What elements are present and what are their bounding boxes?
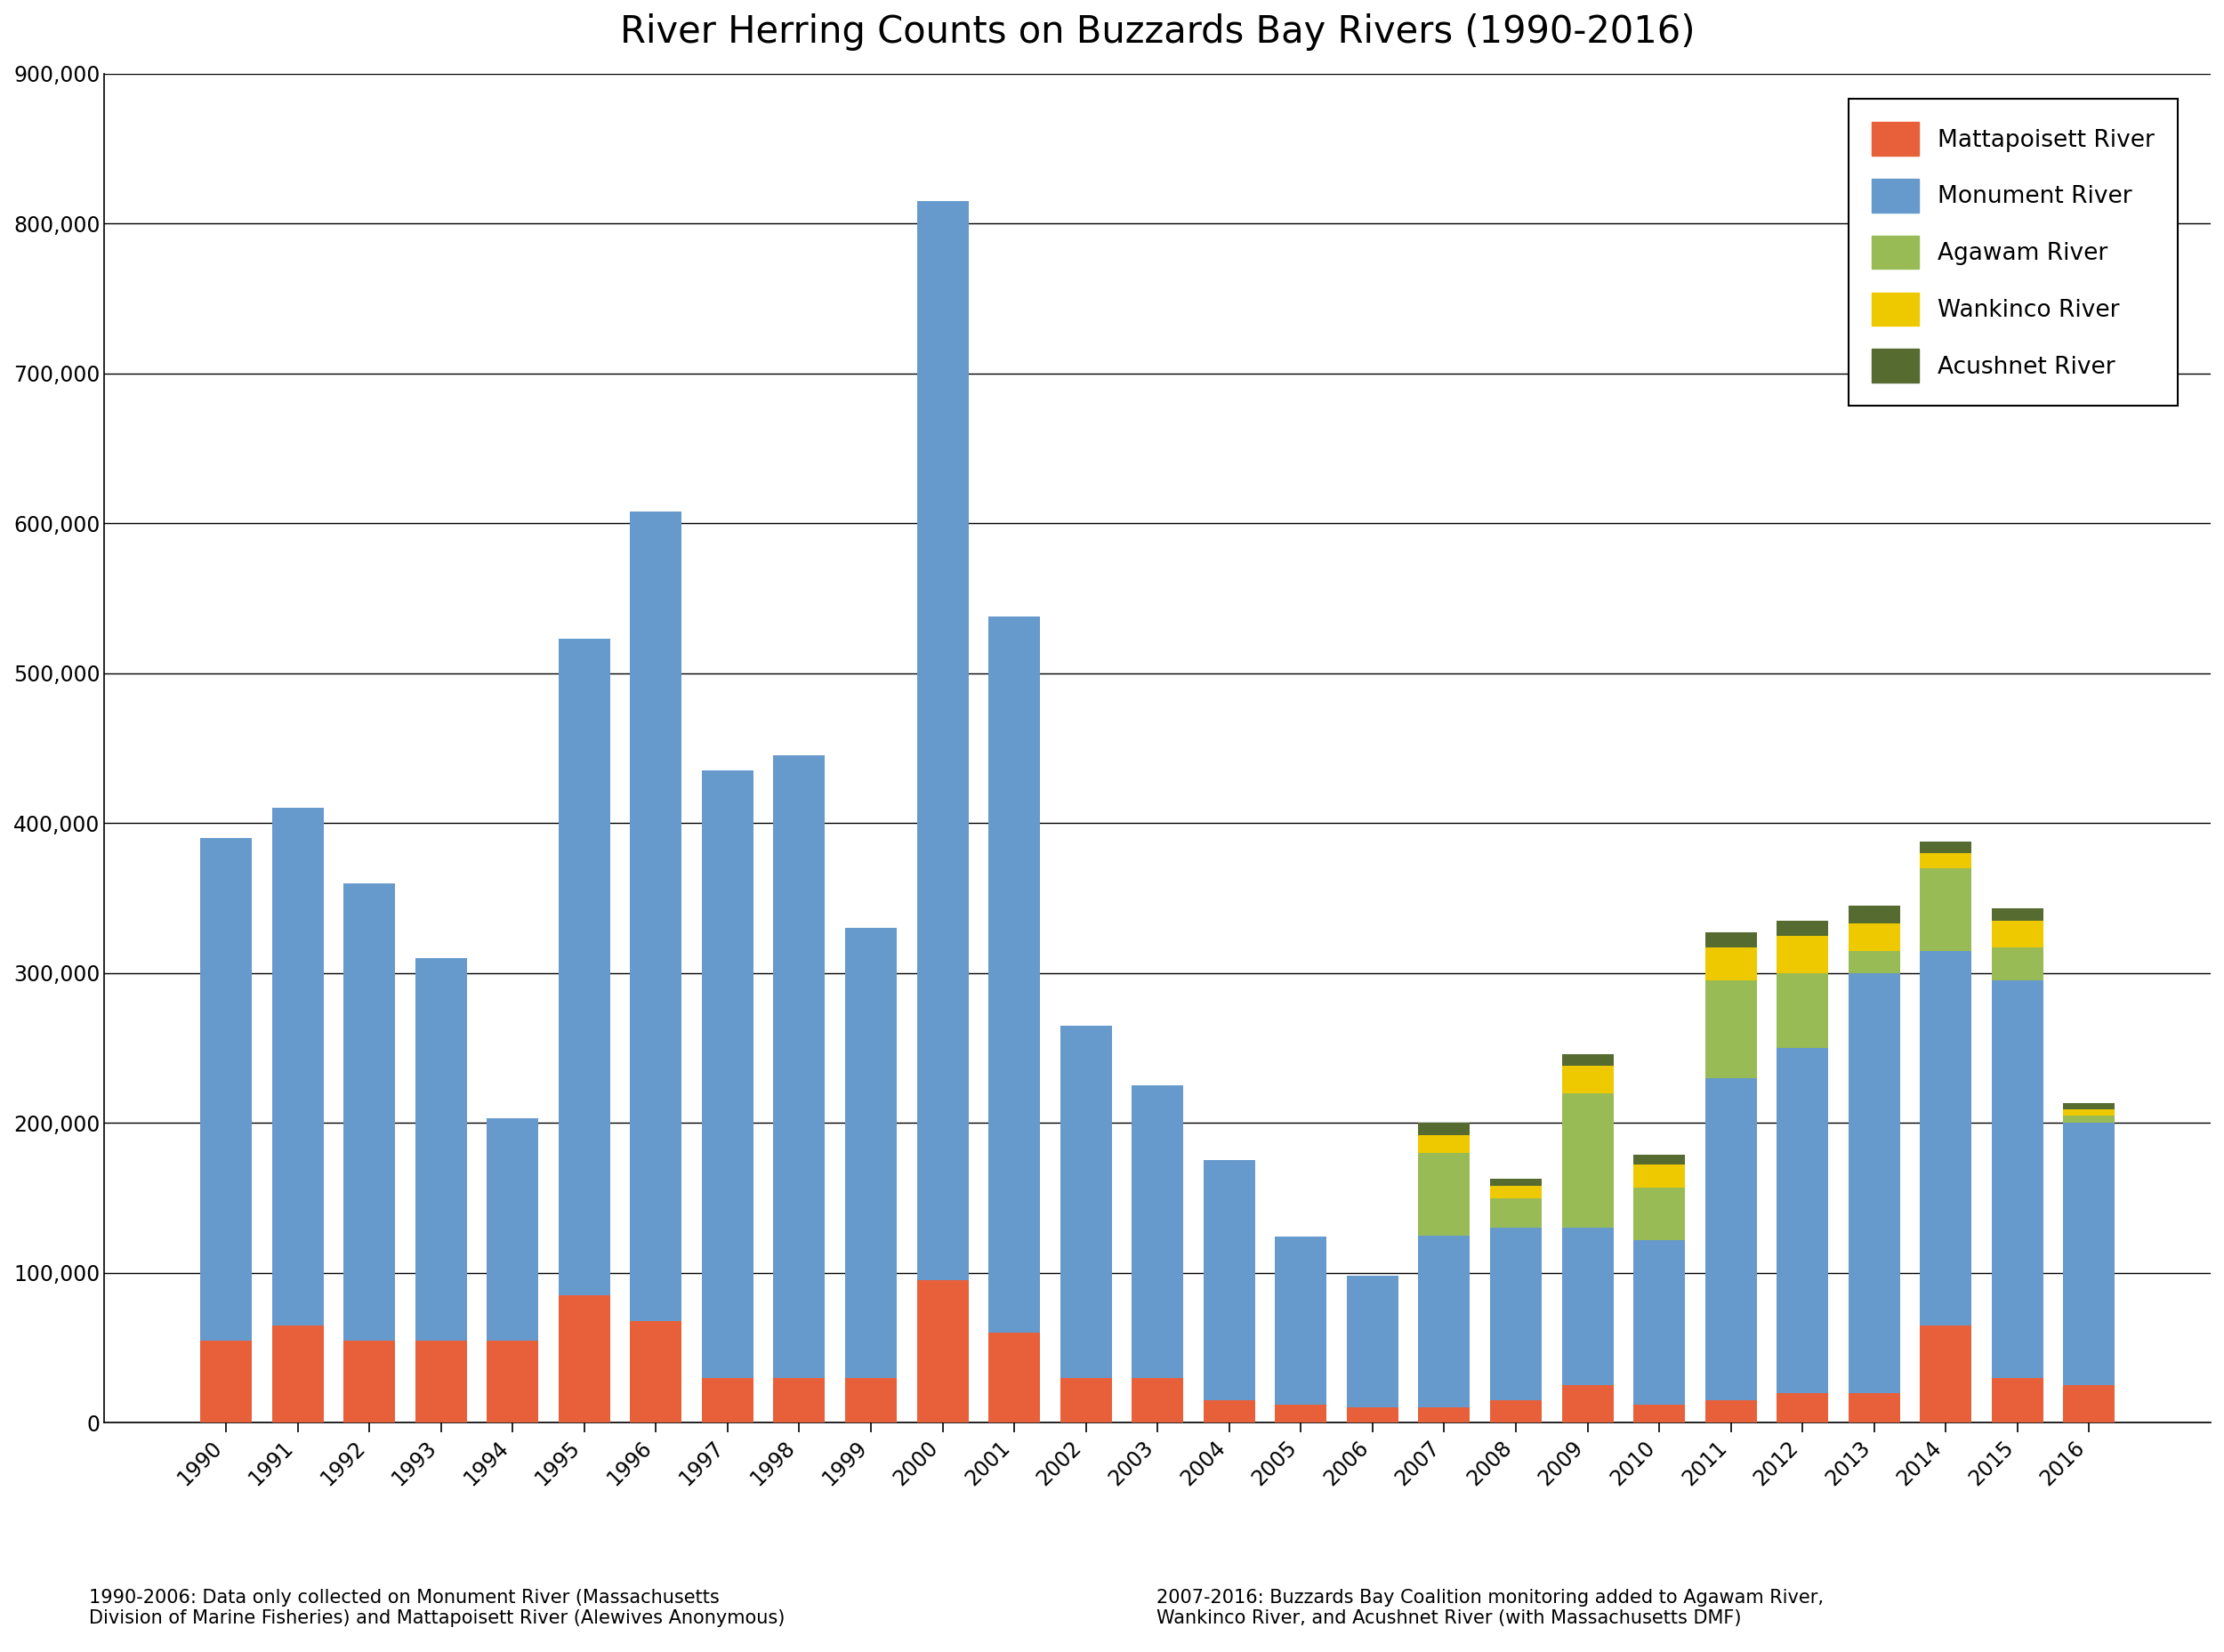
Bar	[1993, 909, 2044, 920]
Bar	[200, 1340, 251, 1422]
Bar	[1561, 1386, 1612, 1422]
Bar	[987, 616, 1041, 1333]
Bar	[1706, 1079, 1757, 1401]
Bar	[1848, 973, 1899, 1393]
Bar	[1993, 1378, 2044, 1422]
Bar	[1132, 1085, 1183, 1378]
Bar	[1632, 1165, 1686, 1188]
Bar	[342, 1340, 396, 1422]
Bar	[1919, 867, 1973, 950]
Bar	[1919, 1325, 1973, 1422]
Bar	[2064, 1104, 2115, 1110]
Legend: Mattapoisett River, Monument River, Agawam River, Wankinco River, Acushnet River: Mattapoisett River, Monument River, Agaw…	[1848, 99, 2177, 406]
Bar	[1132, 1378, 1183, 1422]
Bar	[1706, 981, 1757, 1079]
Bar	[1203, 1401, 1254, 1422]
Bar	[487, 1118, 538, 1340]
Bar	[1274, 1237, 1328, 1404]
Text: 1990-2006: Data only collected on Monument River (Massachusetts
Division of Mari: 1990-2006: Data only collected on Monume…	[89, 1589, 785, 1627]
Bar	[1777, 973, 1828, 1047]
Bar	[1490, 1227, 1541, 1401]
Bar	[1848, 905, 1899, 923]
Bar	[916, 202, 967, 1280]
Bar	[1777, 920, 1828, 935]
Bar	[1561, 1094, 1612, 1227]
Bar	[558, 639, 609, 1295]
Bar	[416, 1340, 467, 1422]
Bar	[1561, 1227, 1612, 1386]
Bar	[1490, 1186, 1541, 1198]
Bar	[916, 1280, 967, 1422]
Bar	[1777, 1393, 1828, 1422]
Bar	[1632, 1404, 1686, 1422]
Bar	[629, 1322, 683, 1422]
Bar	[987, 1333, 1041, 1422]
Bar	[271, 808, 322, 1325]
Bar	[487, 1340, 538, 1422]
Bar	[1848, 923, 1899, 950]
Title: River Herring Counts on Buzzards Bay Rivers (1990-2016): River Herring Counts on Buzzards Bay Riv…	[620, 13, 1695, 51]
Bar	[1777, 935, 1828, 973]
Bar	[1919, 852, 1973, 867]
Bar	[1203, 1160, 1254, 1401]
Bar	[774, 1378, 825, 1422]
Bar	[703, 1378, 754, 1422]
Bar	[774, 755, 825, 1378]
Bar	[1632, 1155, 1686, 1165]
Bar	[200, 838, 251, 1340]
Bar	[1848, 950, 1899, 973]
Bar	[2064, 1386, 2115, 1422]
Bar	[2064, 1115, 2115, 1123]
Bar	[1419, 1236, 1470, 1408]
Bar	[1419, 1153, 1470, 1236]
Bar	[1419, 1408, 1470, 1422]
Bar	[1419, 1135, 1470, 1153]
Bar	[1561, 1066, 1612, 1094]
Bar	[1348, 1275, 1399, 1408]
Bar	[2064, 1123, 2115, 1386]
Bar	[1061, 1026, 1112, 1378]
Bar	[845, 928, 896, 1378]
Text: 2007-2016: Buzzards Bay Coalition monitoring added to Agawam River,
Wankinco Riv: 2007-2016: Buzzards Bay Coalition monito…	[1156, 1589, 1824, 1627]
Bar	[1706, 933, 1757, 948]
Bar	[1490, 1198, 1541, 1227]
Bar	[1706, 948, 1757, 981]
Bar	[1490, 1401, 1541, 1422]
Bar	[342, 884, 396, 1340]
Bar	[271, 1325, 322, 1422]
Bar	[845, 1378, 896, 1422]
Bar	[1993, 948, 2044, 981]
Bar	[1848, 1393, 1899, 1422]
Bar	[1490, 1178, 1541, 1186]
Bar	[1919, 841, 1973, 852]
Bar	[1274, 1404, 1328, 1422]
Bar	[1632, 1241, 1686, 1404]
Bar	[416, 958, 467, 1340]
Bar	[1061, 1378, 1112, 1422]
Bar	[1993, 981, 2044, 1378]
Bar	[558, 1295, 609, 1422]
Bar	[1919, 950, 1973, 1325]
Bar	[1706, 1401, 1757, 1422]
Bar	[1419, 1123, 1470, 1135]
Bar	[629, 512, 683, 1322]
Bar	[1632, 1188, 1686, 1241]
Bar	[1561, 1054, 1612, 1066]
Bar	[703, 771, 754, 1378]
Bar	[2064, 1110, 2115, 1115]
Bar	[1993, 920, 2044, 948]
Bar	[1348, 1408, 1399, 1422]
Bar	[1777, 1047, 1828, 1393]
